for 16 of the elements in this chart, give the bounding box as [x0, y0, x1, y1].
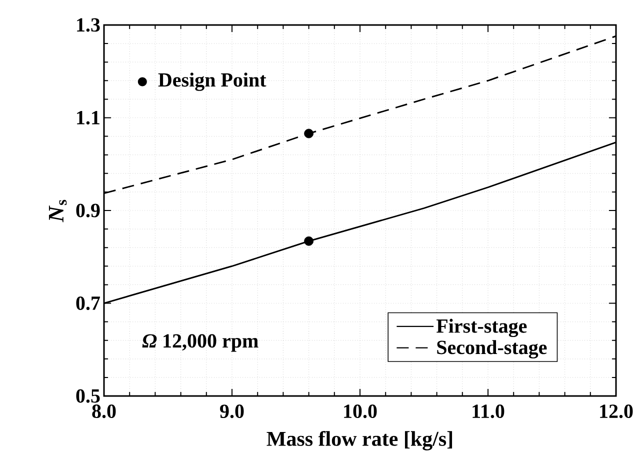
- annotation: Ω 12,000 rpm: [142, 334, 258, 352]
- y-tick-label: 0.5: [76, 389, 100, 403]
- legend-label: Second-stage: [437, 340, 547, 358]
- legend-label: Design Point: [158, 72, 266, 91]
- y-axis-title: N$_{s}$: [48, 200, 67, 222]
- x-tick-label: 9.0: [220, 404, 244, 418]
- x-tick-label: 11.0: [472, 404, 504, 418]
- legend-label: First-stage: [436, 318, 527, 338]
- y-tick-label: 0.7: [76, 296, 100, 310]
- x-tick-label: 12.0: [600, 404, 633, 418]
- y-tick-label: 0.9: [76, 204, 100, 218]
- x-axis-title: Mass flow rate [kg/s]: [266, 430, 452, 450]
- x-tick-label: 10.0: [344, 404, 377, 418]
- x-tick-label: 8.0: [92, 404, 116, 418]
- y-tick-label: 1.3: [77, 18, 100, 32]
- y-tick-label: 1.1: [77, 111, 100, 124]
